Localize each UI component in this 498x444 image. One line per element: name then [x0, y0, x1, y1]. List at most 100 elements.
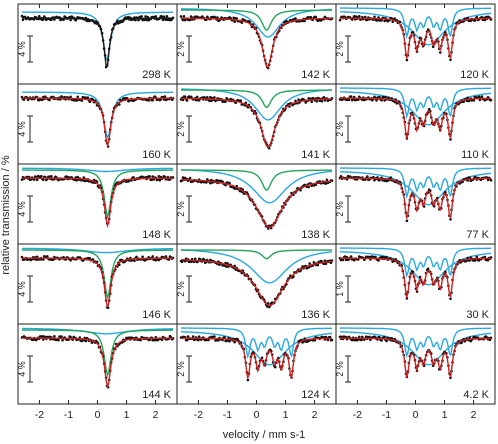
- data-point: [314, 15, 318, 19]
- blue-subspectrum: [22, 11, 173, 61]
- data-point: [213, 335, 216, 338]
- data-point: [127, 15, 130, 19]
- data-point: [315, 100, 319, 103]
- data-point: [309, 15, 313, 19]
- spectrum-panel: 1 % 30 K: [335, 247, 493, 321]
- scale-label: 2 %: [176, 41, 186, 57]
- data-point: [69, 18, 72, 22]
- data-point: [405, 219, 409, 222]
- data-point: [197, 335, 201, 339]
- x-tick-label: 1: [283, 409, 289, 421]
- scale-label: 2 %: [335, 121, 345, 137]
- data-point: [88, 257, 92, 260]
- data-point: [389, 176, 393, 179]
- data-point: [380, 99, 383, 102]
- data-point: [133, 259, 136, 263]
- data-point: [460, 341, 463, 344]
- blue-subspectrum: [181, 327, 332, 359]
- data-point: [158, 178, 162, 182]
- scale-label: 4 %: [17, 121, 27, 137]
- data-point: [489, 179, 493, 182]
- data-point: [150, 178, 153, 182]
- data-point: [206, 178, 209, 181]
- data-point: [310, 100, 314, 103]
- spectrum-panel: 2 % 110 K: [335, 87, 493, 161]
- data-point: [65, 175, 68, 178]
- data-point: [209, 181, 212, 185]
- x-tick-label: -1: [64, 409, 73, 421]
- data-point: [154, 15, 158, 18]
- data-point: [161, 18, 165, 22]
- data-point: [380, 339, 383, 342]
- x-tick-label: 2: [312, 409, 318, 421]
- data-point: [50, 18, 53, 22]
- spectrum-panel: 2 % 136 K: [176, 249, 334, 321]
- x-tick-label: 2: [471, 409, 477, 421]
- spectrum-panel: 2 % 142 K: [176, 8, 334, 81]
- data-point: [480, 95, 484, 98]
- data-point: [353, 338, 357, 342]
- temperature-label: 30 K: [466, 309, 489, 321]
- blue-subspectrum: [340, 7, 491, 39]
- data-point: [349, 95, 353, 98]
- data-point: [208, 99, 211, 103]
- scale-label: 2 %: [176, 281, 186, 297]
- data-point: [486, 258, 490, 262]
- data-point: [294, 17, 297, 20]
- data-point: [483, 18, 487, 22]
- data-point: [322, 96, 326, 99]
- data-point: [235, 17, 238, 20]
- spectrum-panel: 2 % 141 K: [176, 88, 334, 161]
- data-point: [205, 181, 208, 184]
- data-point: [226, 262, 229, 265]
- spectrum-panel: 2 % 124 K: [176, 327, 334, 401]
- fit-curve: [181, 17, 332, 69]
- data-point: [307, 185, 311, 189]
- data-point: [182, 14, 186, 18]
- data-point: [181, 18, 185, 22]
- fit-curve: [340, 337, 491, 379]
- data-point: [229, 97, 232, 101]
- scale-label: 2 %: [335, 41, 345, 57]
- data-point: [189, 260, 193, 264]
- data-point: [203, 258, 206, 262]
- data-point: [213, 96, 216, 99]
- data-point: [147, 99, 150, 102]
- spectrum-panel: 2 % 4.2 K: [335, 327, 493, 401]
- data-point: [154, 258, 158, 262]
- temperature-label: 142 K: [301, 69, 330, 81]
- data-point: [361, 335, 364, 339]
- data-point: [385, 255, 388, 259]
- data-point: [181, 98, 185, 102]
- data-point: [40, 174, 43, 178]
- green-subspectrum: [181, 169, 332, 192]
- blue-subspectrum: [180, 331, 333, 366]
- temperature-label: 298 K: [142, 69, 171, 81]
- data-point: [185, 99, 189, 102]
- data-point: [246, 378, 250, 382]
- data-point: [215, 178, 218, 182]
- data-point: [132, 176, 135, 179]
- temperature-label: 144 K: [142, 389, 171, 401]
- data-point: [46, 254, 49, 258]
- data-point: [233, 20, 236, 23]
- fit-curve: [340, 177, 491, 220]
- data-point: [361, 98, 364, 102]
- data-point: [360, 338, 363, 342]
- blue-subspectrum: [180, 169, 333, 204]
- data-point: [383, 19, 386, 23]
- fit-curve: [22, 97, 173, 149]
- data-point: [426, 267, 430, 271]
- data-point: [60, 335, 63, 338]
- data-point: [209, 258, 212, 262]
- data-point: [364, 15, 367, 19]
- green-subspectrum: [22, 249, 173, 300]
- data-point: [439, 51, 442, 54]
- data-point: [183, 95, 187, 98]
- data-point: [210, 99, 213, 103]
- data-point: [341, 258, 345, 262]
- data-point: [42, 178, 45, 182]
- data-point: [297, 98, 300, 101]
- data-point: [153, 338, 157, 342]
- temperature-label: 160 K: [142, 149, 171, 161]
